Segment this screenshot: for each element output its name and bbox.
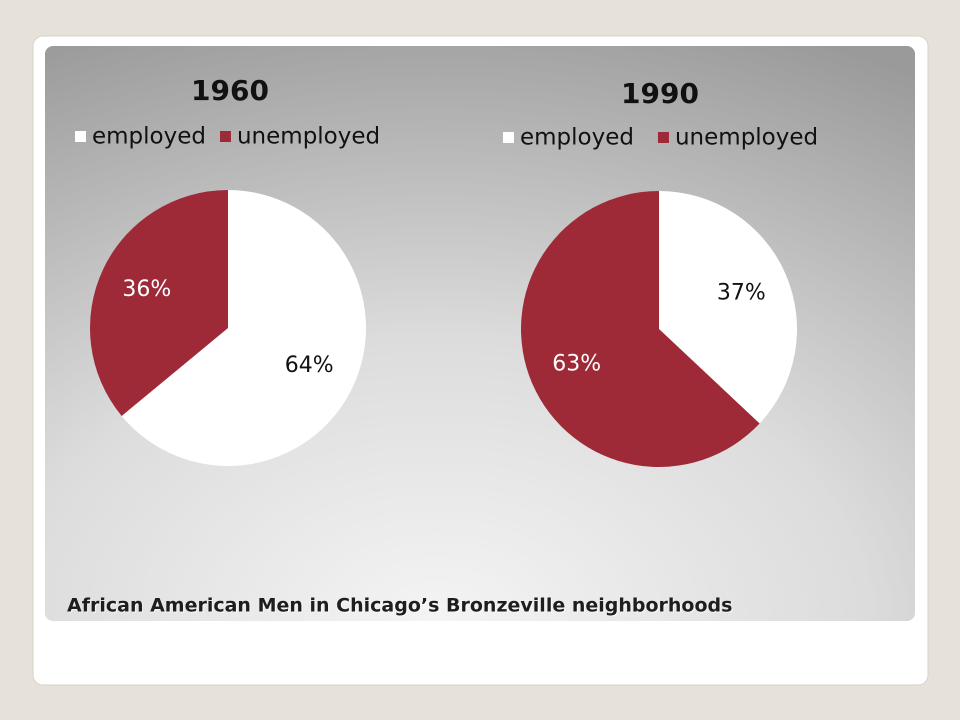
data-label: 64% — [285, 353, 334, 378]
data-label: 36% — [122, 277, 171, 302]
chart-title: 1990 — [621, 77, 699, 110]
chart-title: 1960 — [191, 74, 269, 107]
legend-swatch — [503, 132, 514, 143]
legend-label: unemployed — [237, 124, 380, 150]
pie-slice — [121, 190, 366, 467]
pie-slice — [89, 190, 229, 416]
legend-swatch — [657, 132, 669, 143]
caption: African American Men in Chicago’s Bronze… — [67, 595, 732, 617]
chart-panel — [45, 46, 915, 621]
data-label: 63% — [552, 352, 601, 377]
legend-swatch — [75, 131, 86, 142]
legend-label: unemployed — [675, 125, 818, 151]
data-label: 37% — [717, 280, 766, 305]
caption-shadow: African American Men in Chicago’s Bronze… — [68, 596, 733, 618]
legend-swatch — [219, 131, 231, 142]
pie-slice — [659, 191, 797, 424]
pie-slice — [521, 191, 760, 467]
legend-label: employed — [92, 124, 206, 150]
legend-label: employed — [520, 125, 634, 151]
